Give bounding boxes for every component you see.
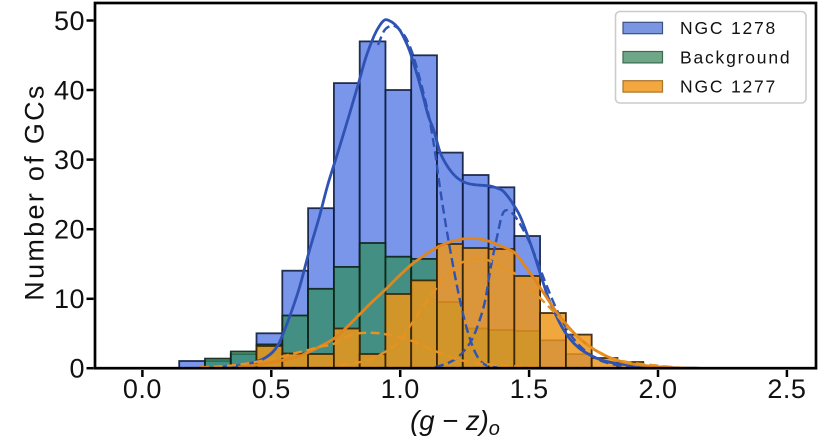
- svg-text:0: 0: [69, 354, 85, 384]
- svg-text:NGC 1278: NGC 1278: [680, 18, 777, 38]
- svg-text:1.5: 1.5: [510, 374, 549, 404]
- svg-text:2.5: 2.5: [767, 374, 806, 404]
- svg-text:10: 10: [54, 284, 85, 314]
- svg-text:2.0: 2.0: [638, 374, 677, 404]
- svg-text:0.5: 0.5: [252, 374, 291, 404]
- svg-text:0.0: 0.0: [123, 374, 162, 404]
- svg-text:Number of GCs: Number of GCs: [20, 83, 50, 300]
- svg-text:(g − z)o: (g − z)o: [410, 405, 500, 438]
- svg-text:50: 50: [54, 6, 85, 36]
- svg-text:1.0: 1.0: [381, 374, 420, 404]
- svg-text:40: 40: [54, 75, 85, 105]
- svg-text:30: 30: [54, 145, 85, 175]
- svg-text:NGC 1277: NGC 1277: [680, 77, 777, 97]
- svg-text:Background: Background: [680, 47, 791, 67]
- svg-text:20: 20: [54, 215, 85, 245]
